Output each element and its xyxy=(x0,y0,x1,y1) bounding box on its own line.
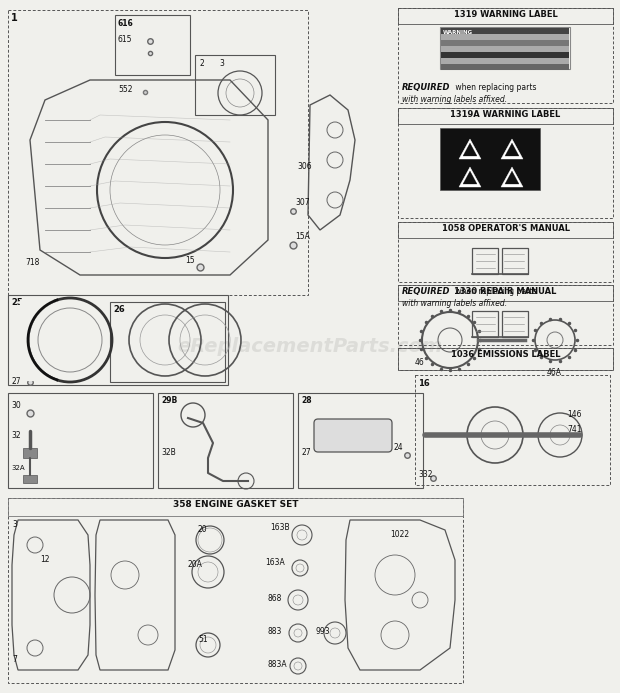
Bar xyxy=(398,285,613,301)
Text: 993: 993 xyxy=(315,627,330,636)
Bar xyxy=(8,10,308,295)
Text: 146: 146 xyxy=(567,410,582,419)
Bar xyxy=(441,52,569,58)
Text: 29B: 29B xyxy=(161,396,177,405)
Text: 1319A WARNING LABEL: 1319A WARNING LABEL xyxy=(450,110,560,119)
Bar xyxy=(440,27,570,69)
Text: 3: 3 xyxy=(219,59,224,68)
Text: 32A: 32A xyxy=(11,465,25,471)
Bar xyxy=(398,348,613,370)
Text: 741: 741 xyxy=(567,425,582,434)
Bar xyxy=(440,128,540,190)
Bar xyxy=(441,64,569,69)
Bar xyxy=(441,34,569,40)
Text: 32: 32 xyxy=(11,431,20,440)
Polygon shape xyxy=(505,171,519,184)
Text: 1036 EMISSIONS LABEL: 1036 EMISSIONS LABEL xyxy=(451,350,560,359)
Bar xyxy=(441,46,569,51)
Bar xyxy=(398,222,613,238)
Text: 7: 7 xyxy=(12,655,17,664)
Bar xyxy=(8,295,228,385)
Text: eReplacementParts.com: eReplacementParts.com xyxy=(177,337,443,356)
Text: 28: 28 xyxy=(301,396,312,405)
Text: 46: 46 xyxy=(415,358,425,367)
Bar xyxy=(298,393,423,488)
Bar xyxy=(398,108,613,218)
Bar xyxy=(110,302,225,382)
Text: 883: 883 xyxy=(268,627,282,636)
Bar xyxy=(398,108,613,124)
Bar xyxy=(398,8,613,103)
Text: 615: 615 xyxy=(118,35,133,44)
Text: 883A: 883A xyxy=(268,660,288,669)
Polygon shape xyxy=(459,139,481,159)
Bar xyxy=(158,393,293,488)
Text: 20A: 20A xyxy=(188,560,203,569)
Text: 27: 27 xyxy=(11,377,20,386)
Text: 718: 718 xyxy=(25,258,40,267)
Text: REQUIRED: REQUIRED xyxy=(402,83,451,92)
Bar xyxy=(115,15,190,75)
Text: 51: 51 xyxy=(198,635,208,644)
Text: WARNING: WARNING xyxy=(443,30,473,35)
Text: REQUIRED: REQUIRED xyxy=(402,287,451,296)
Text: 1058 OPERATOR'S MANUAL: 1058 OPERATOR'S MANUAL xyxy=(441,224,570,233)
Text: 1330 REPAIR MANUAL: 1330 REPAIR MANUAL xyxy=(454,287,557,296)
Polygon shape xyxy=(505,143,519,156)
Text: 16: 16 xyxy=(418,379,430,388)
Bar xyxy=(8,393,153,488)
Bar xyxy=(398,348,613,370)
Bar xyxy=(415,375,610,485)
Text: 358 ENGINE GASKET SET: 358 ENGINE GASKET SET xyxy=(173,500,298,509)
Text: 24: 24 xyxy=(393,443,402,452)
Text: 1: 1 xyxy=(11,13,18,23)
Bar xyxy=(8,498,463,683)
Bar xyxy=(398,285,613,345)
Polygon shape xyxy=(501,139,523,159)
Bar xyxy=(398,8,613,24)
Bar xyxy=(8,498,463,516)
Bar xyxy=(441,28,569,33)
Text: 32B: 32B xyxy=(161,448,175,457)
Text: 46A: 46A xyxy=(547,368,562,377)
Text: with warning labels affixed.: with warning labels affixed. xyxy=(402,299,507,308)
Text: 306: 306 xyxy=(297,162,312,171)
FancyBboxPatch shape xyxy=(314,419,392,452)
Polygon shape xyxy=(463,143,477,156)
Bar xyxy=(398,222,613,282)
Text: when replacing parts: when replacing parts xyxy=(453,287,536,296)
Text: 30: 30 xyxy=(11,401,20,410)
Bar xyxy=(23,448,37,458)
Bar xyxy=(441,58,569,64)
Text: when replacing parts: when replacing parts xyxy=(453,83,536,92)
Text: 2: 2 xyxy=(199,59,204,68)
Bar xyxy=(195,55,275,115)
Polygon shape xyxy=(501,167,523,187)
Bar xyxy=(23,475,37,483)
Text: 25: 25 xyxy=(11,298,23,307)
Text: 26: 26 xyxy=(113,305,125,314)
Text: 3: 3 xyxy=(12,520,17,529)
Text: 307: 307 xyxy=(295,198,309,207)
Text: 163A: 163A xyxy=(265,558,285,567)
Text: 15A: 15A xyxy=(295,232,310,241)
Polygon shape xyxy=(463,171,477,184)
Text: 20: 20 xyxy=(198,525,208,534)
Text: 15: 15 xyxy=(185,256,195,265)
Text: 552: 552 xyxy=(118,85,133,94)
Text: 332: 332 xyxy=(418,470,433,479)
Text: 12: 12 xyxy=(40,555,50,564)
Text: 1022: 1022 xyxy=(390,530,409,539)
Text: 616: 616 xyxy=(118,19,134,28)
Text: 27: 27 xyxy=(301,448,311,457)
Text: 1319 WARNING LABEL: 1319 WARNING LABEL xyxy=(454,10,557,19)
Text: 868: 868 xyxy=(268,594,282,603)
Polygon shape xyxy=(459,167,481,187)
Text: 163B: 163B xyxy=(270,523,290,532)
Bar xyxy=(441,40,569,46)
Text: with warning labels affixed.: with warning labels affixed. xyxy=(402,95,507,104)
